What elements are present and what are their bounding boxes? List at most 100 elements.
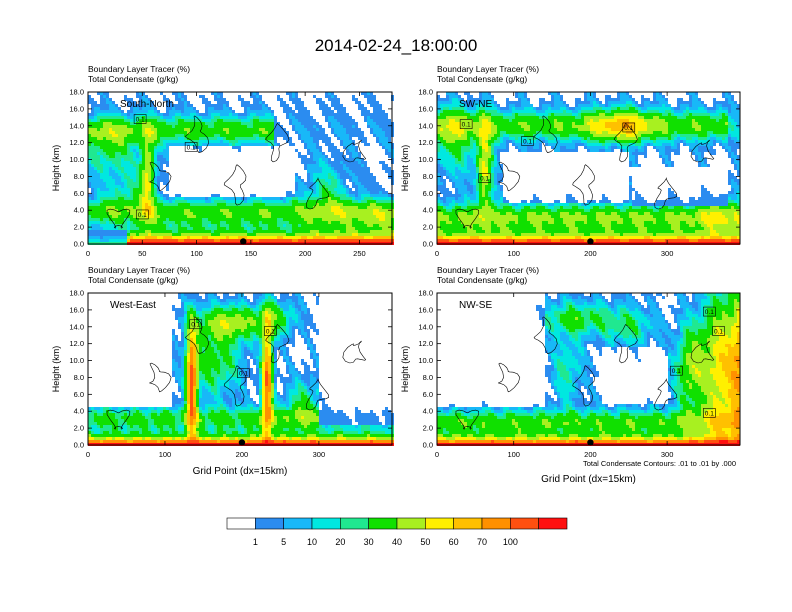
field-cell <box>316 128 319 131</box>
field-cell <box>235 227 238 230</box>
field-cell <box>97 119 100 122</box>
field-cell <box>256 200 259 203</box>
field-cell <box>304 131 307 134</box>
field-cell <box>614 113 617 116</box>
field-cell <box>289 200 292 203</box>
field-cell <box>115 125 118 128</box>
field-cell <box>349 236 352 239</box>
field-cell <box>310 221 313 224</box>
field-cell <box>572 116 575 119</box>
field-cell <box>166 107 169 110</box>
field-cell <box>127 113 130 116</box>
field-cell <box>121 191 124 194</box>
field-cell <box>319 137 322 140</box>
field-cell <box>196 224 199 227</box>
field-cell <box>160 167 163 170</box>
field-cell <box>238 137 241 140</box>
field-cell <box>388 227 391 230</box>
field-cell <box>88 230 91 233</box>
field-cell <box>322 212 325 215</box>
field-cell <box>367 113 370 116</box>
field-cell <box>557 95 560 98</box>
field-cell <box>256 209 259 212</box>
field-cell <box>112 200 115 203</box>
field-cell <box>199 119 202 122</box>
field-cell <box>578 98 581 101</box>
field-cell <box>124 197 127 200</box>
field-cell <box>349 149 352 152</box>
field-cell <box>647 107 650 110</box>
field-cell <box>316 158 319 161</box>
field-cell <box>455 107 458 110</box>
field-cell <box>265 215 268 218</box>
field-cell <box>367 239 370 242</box>
field-cell <box>560 104 563 107</box>
field-cell <box>367 98 370 101</box>
field-cell <box>142 155 145 158</box>
field-cell <box>367 101 370 104</box>
field-cell <box>154 173 157 176</box>
field-cell <box>325 236 328 239</box>
field-cell <box>187 131 190 134</box>
field-cell <box>154 158 157 161</box>
field-cell <box>635 107 638 110</box>
field-cell <box>127 161 130 164</box>
field-cell <box>277 236 280 239</box>
field-cell <box>121 116 124 119</box>
field-cell <box>205 119 208 122</box>
field-cell <box>443 116 446 119</box>
field-cell <box>364 170 367 173</box>
field-cell <box>154 203 157 206</box>
field-cell <box>121 146 124 149</box>
field-cell <box>322 185 325 188</box>
field-cell <box>88 170 91 173</box>
field-cell <box>334 233 337 236</box>
field-cell <box>145 155 148 158</box>
field-cell <box>136 176 139 179</box>
field-cell <box>172 125 175 128</box>
field-cell <box>121 194 124 197</box>
field-cell <box>250 209 253 212</box>
field-cell <box>166 209 169 212</box>
field-cell <box>127 188 130 191</box>
field-cell <box>91 137 94 140</box>
field-cell <box>241 221 244 224</box>
field-cell <box>500 116 503 119</box>
field-cell <box>379 113 382 116</box>
field-cell <box>560 116 563 119</box>
field-cell <box>388 170 391 173</box>
field-cell <box>343 185 346 188</box>
field-cell <box>97 206 100 209</box>
field-cell <box>476 104 479 107</box>
field-cell <box>112 188 115 191</box>
field-cell <box>722 92 725 95</box>
field-cell <box>91 122 94 125</box>
field-cell <box>352 227 355 230</box>
field-cell <box>127 227 130 230</box>
field-cell <box>671 113 674 116</box>
field-cell <box>695 110 698 113</box>
field-cell <box>376 128 379 131</box>
field-cell <box>100 182 103 185</box>
field-cell <box>319 149 322 152</box>
field-cell <box>103 239 106 242</box>
field-cell <box>322 128 325 131</box>
field-cell <box>94 176 97 179</box>
field-cell <box>379 131 382 134</box>
field-cell <box>530 119 533 122</box>
field-cell <box>518 125 521 128</box>
field-cell <box>578 104 581 107</box>
field-cell <box>614 125 617 128</box>
field-cell <box>169 236 172 239</box>
field-cell <box>370 119 373 122</box>
field-cell <box>268 215 271 218</box>
field-cell <box>151 101 154 104</box>
field-cell <box>238 227 241 230</box>
field-cell <box>307 176 310 179</box>
field-cell <box>382 236 385 239</box>
field-cell <box>349 158 352 161</box>
field-cell <box>665 98 668 101</box>
field-cell <box>136 152 139 155</box>
field-cell <box>355 146 358 149</box>
field-cell <box>518 98 521 101</box>
